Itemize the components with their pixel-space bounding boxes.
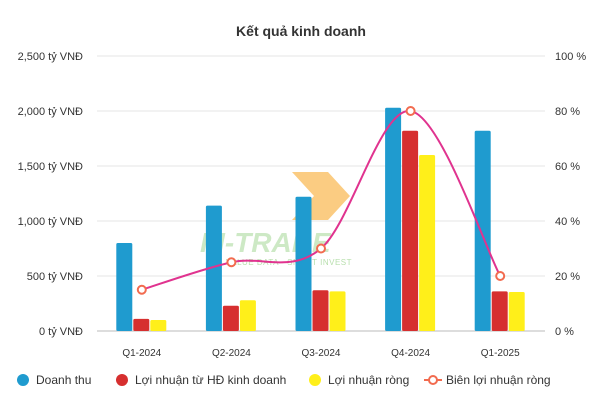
legend-label: Biên lợi nhuận ròng <box>446 373 551 387</box>
margin-point <box>405 106 416 116</box>
bar-doanh-thu <box>474 130 491 331</box>
left-tick-label: 1,000 tỷ VNĐ <box>18 216 83 228</box>
watermark: FI-TRADE VALUE DATA - SMART INVEST <box>200 172 352 267</box>
legend-swatch <box>17 374 29 386</box>
bar-lợi-nhuận-từ-hđ-kinh-doanh <box>491 291 508 331</box>
bar-lợi-nhuận-từ-hđ-kinh-doanh <box>312 290 329 331</box>
right-tick-label: 80 % <box>555 106 580 118</box>
right-tick-label: 100 % <box>555 51 586 63</box>
category-label: Q3-2024 <box>302 348 341 359</box>
legend-label: Doanh thu <box>36 373 91 387</box>
category-label: Q4-2024 <box>391 348 430 359</box>
right-axis-ticks: 0 % 20 % 40 % 60 % 80 % 100 % <box>555 51 586 338</box>
legend-label: Lợi nhuận từ HĐ kinh doanh <box>135 373 286 387</box>
margin-point <box>226 257 237 268</box>
gridlines <box>97 55 545 332</box>
left-axis-ticks: 0 tỷ VNĐ 500 tỷ VNĐ 1,000 tỷ VNĐ 1,500 tỷ V… <box>18 51 83 338</box>
legend-item[interactable]: Doanh thu <box>17 373 91 387</box>
right-tick-label: 60 % <box>555 161 580 173</box>
bar-lợi-nhuận-ròng <box>329 291 346 331</box>
left-tick-label: 2,000 tỷ VNĐ <box>18 106 83 118</box>
left-tick-label: 1,500 tỷ VNĐ <box>18 161 83 173</box>
chart-title: Kết quả kinh doanh <box>236 23 366 39</box>
left-tick-label: 0 tỷ VNĐ <box>39 326 83 338</box>
category-label: Q2-2024 <box>212 348 251 359</box>
bar-doanh-thu <box>116 243 133 331</box>
bar-lợi-nhuận-ròng <box>239 300 256 331</box>
margin-point <box>495 271 506 281</box>
margin-point <box>316 243 326 254</box>
bar-lợi-nhuận-ròng <box>508 291 525 331</box>
legend-item[interactable]: Lợi nhuận từ HĐ kinh doanh <box>116 373 286 387</box>
bar-lợi-nhuận-ròng <box>150 320 167 331</box>
bar-lợi-nhuận-từ-hđ-kinh-doanh <box>402 130 419 331</box>
left-tick-label: 2,500 tỷ VNĐ <box>18 51 83 63</box>
bar-doanh-thu <box>295 196 312 331</box>
legend-swatch <box>116 374 128 386</box>
legend-item[interactable]: Lợi nhuận ròng <box>309 373 409 387</box>
right-tick-label: 0 % <box>555 326 574 338</box>
bar-doanh-thu <box>205 205 222 331</box>
legend-swatch-marker <box>428 375 438 385</box>
bar-lợi-nhuận-từ-hđ-kinh-doanh <box>133 318 150 331</box>
legend[interactable]: Doanh thu Lợi nhuận từ HĐ kinh doanh Lợi n… <box>17 373 551 387</box>
bar-lợi-nhuận-ròng <box>419 155 436 331</box>
margin-line-path <box>141 109 502 291</box>
category-label: Q1-2025 <box>481 348 520 359</box>
category-labels: Q1-2024 Q2-2024 Q3-2024 Q4-2024 Q1-2025 <box>122 348 520 359</box>
right-tick-label: 40 % <box>555 216 580 228</box>
left-tick-label: 500 tỷ VNĐ <box>27 271 83 283</box>
bar-doanh-thu <box>385 107 402 331</box>
legend-item[interactable]: Biên lợi nhuận ròng <box>424 373 551 387</box>
margin-line <box>136 106 506 295</box>
right-tick-label: 20 % <box>555 271 580 283</box>
legend-label: Lợi nhuận ròng <box>328 373 409 387</box>
legend-swatch <box>309 374 321 386</box>
category-label: Q1-2024 <box>122 348 161 359</box>
margin-point <box>136 284 147 295</box>
bars <box>116 107 525 331</box>
bar-lợi-nhuận-từ-hđ-kinh-doanh <box>222 305 239 331</box>
